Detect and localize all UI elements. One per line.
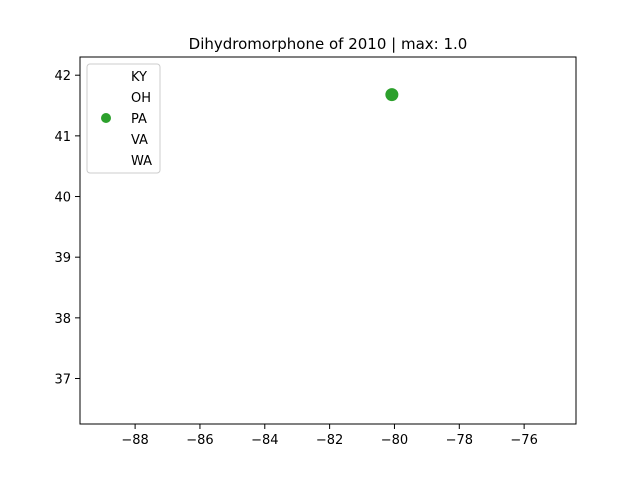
x-tick-label: −86 [186,433,213,448]
y-tick-label: 38 [54,312,71,327]
x-tick-label: −84 [251,433,278,448]
legend-label-ky: KY [131,70,147,85]
plot-frame [79,56,577,425]
x-tick-label: −78 [446,433,473,448]
y-tick-label: 40 [54,191,71,206]
plot-area [385,88,399,102]
y-tick-label: 39 [54,251,71,266]
legend-box [86,63,161,174]
y-tick-label: 42 [54,69,71,84]
y-tick-label: 41 [54,130,71,145]
axes: −88 −86 −84 −82 −80 −78 −76 37 38 39 40 41 42 [54,56,577,448]
chart-title: Dihydromorphone of 2010 | max: 1.0 [189,35,468,53]
x-tick-label: −88 [121,433,148,448]
legend-marker-pa [101,113,111,123]
legend: KY OH PA VA WA [86,63,161,174]
legend-label-pa: PA [131,112,147,127]
x-tick-label: −76 [510,433,537,448]
data-point-pa [385,88,399,102]
y-tick-label: 37 [54,373,71,388]
legend-label-oh: OH [131,91,151,106]
x-tick-label: −82 [316,433,343,448]
x-tick-label: −80 [381,433,408,448]
legend-label-wa: WA [131,154,152,169]
legend-label-va: VA [131,133,148,148]
